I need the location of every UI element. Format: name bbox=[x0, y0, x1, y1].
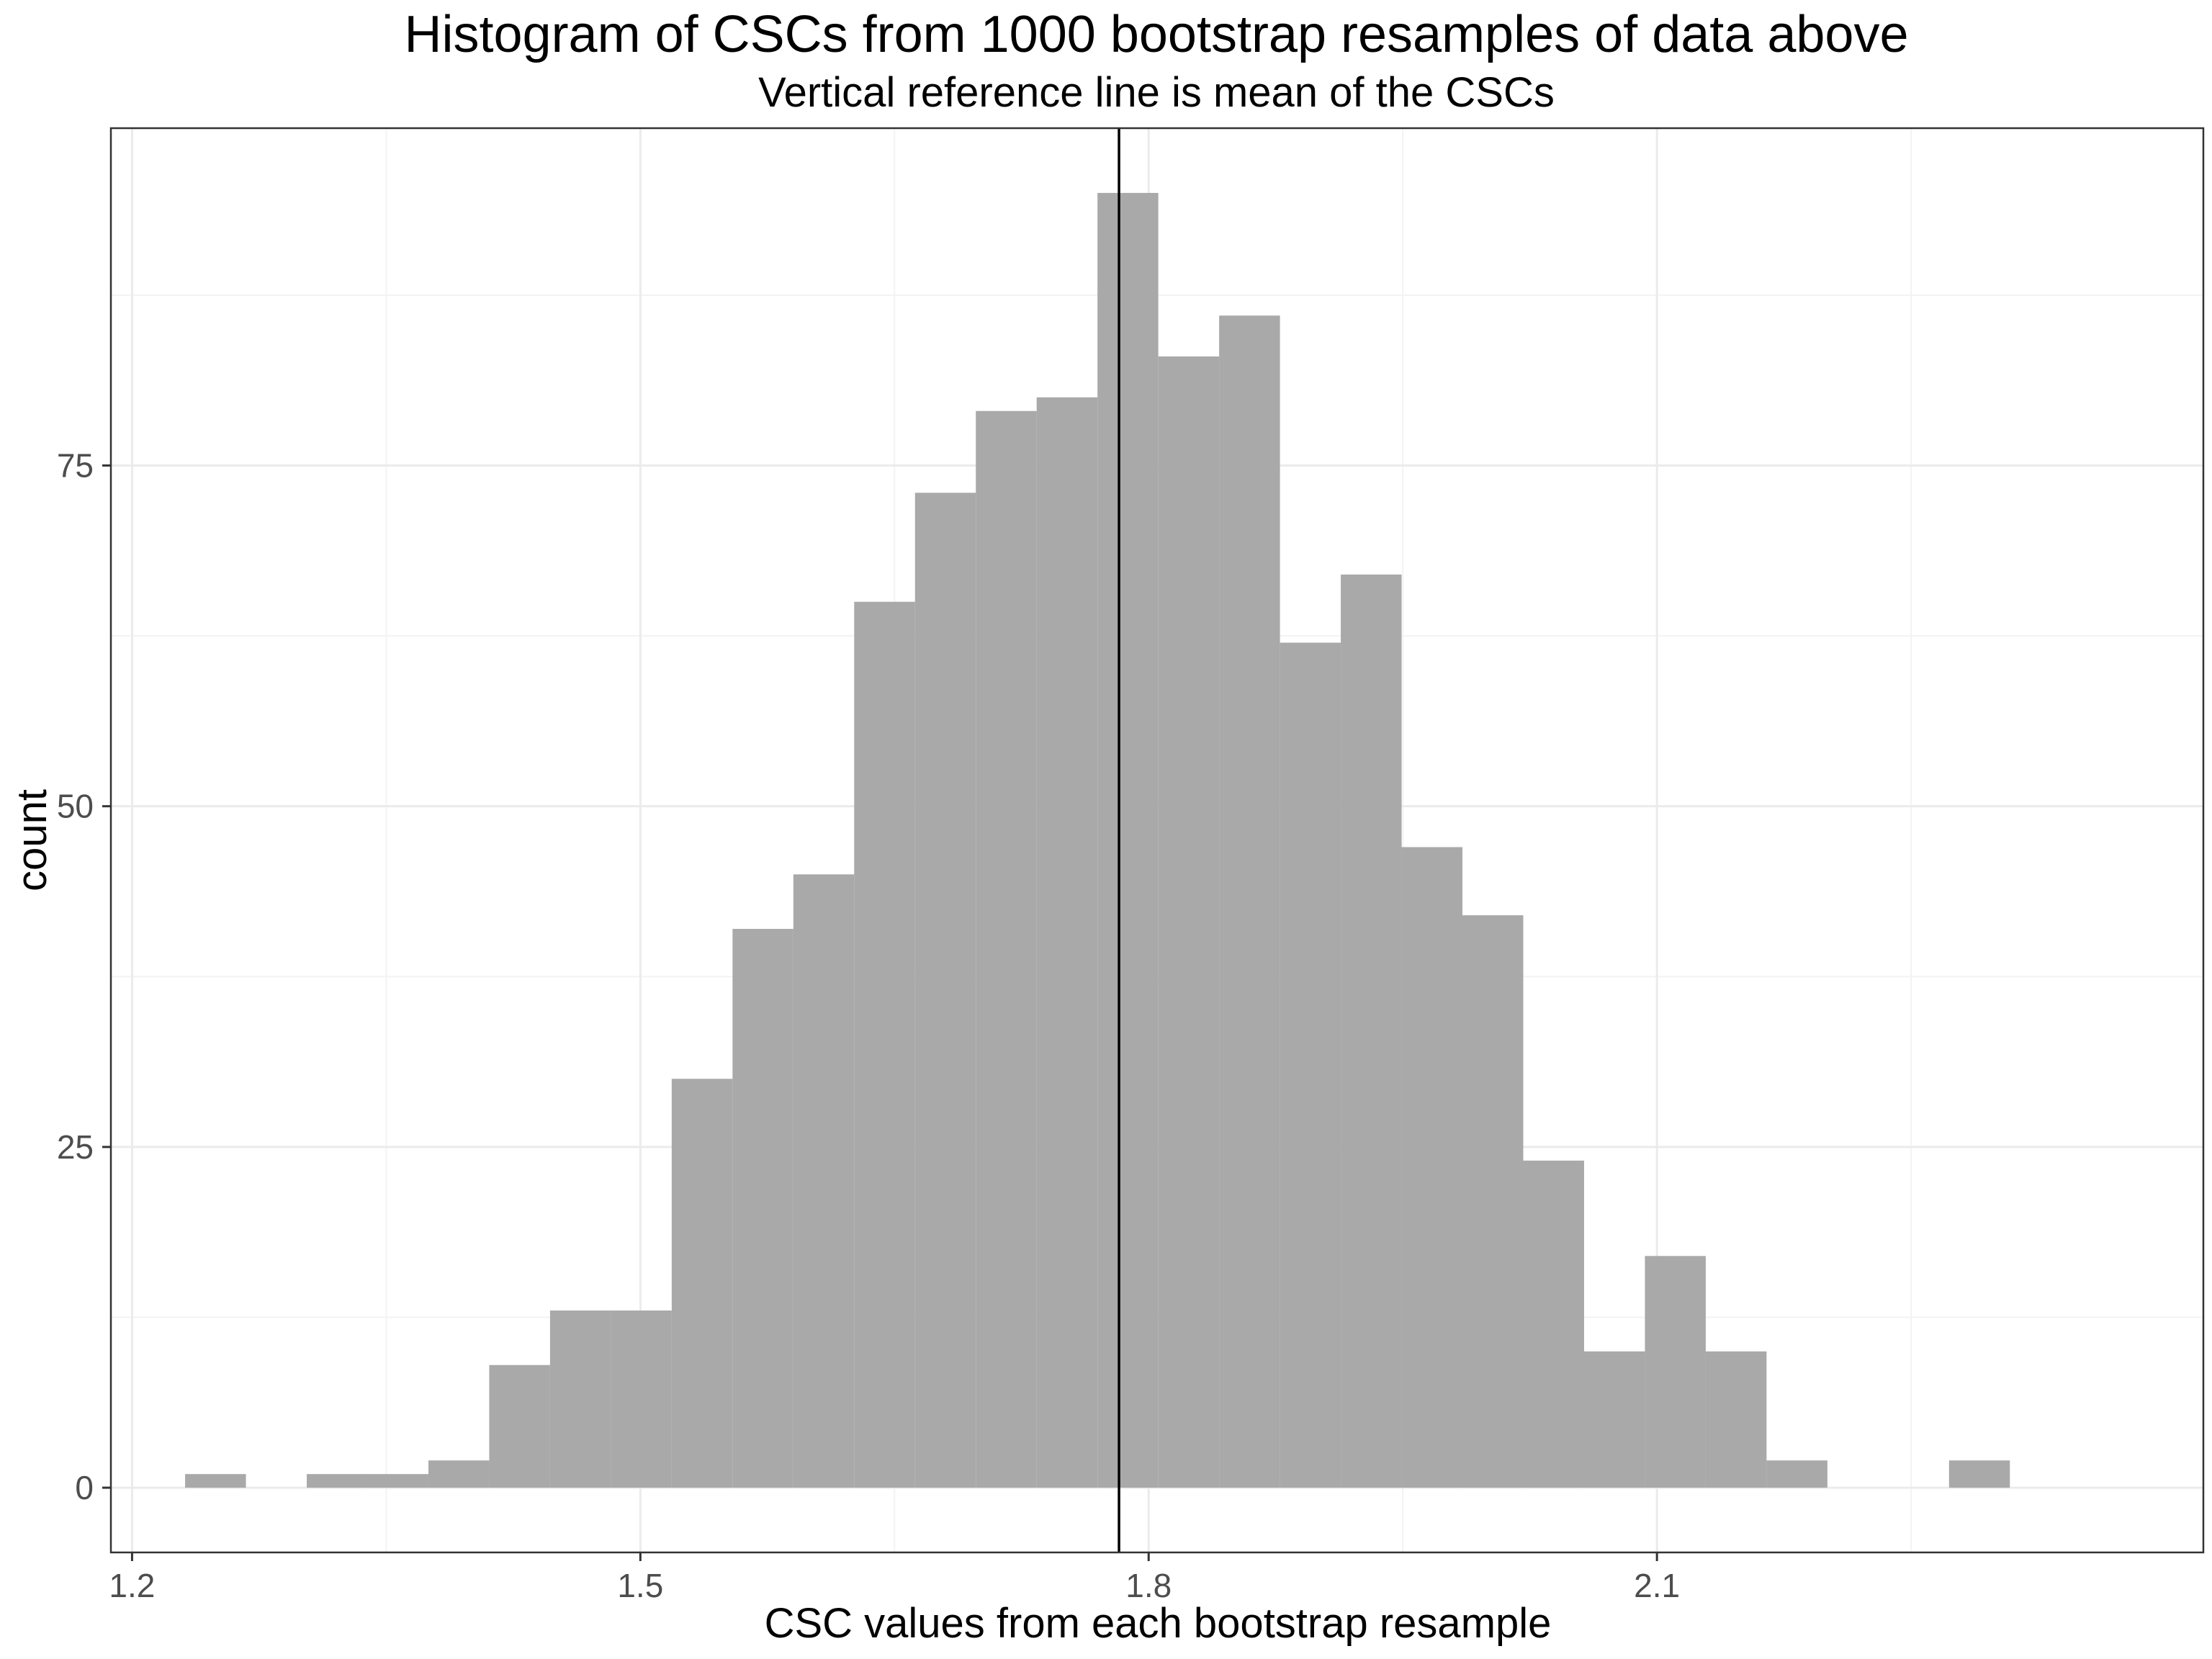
histogram-bar bbox=[185, 1474, 246, 1488]
x-tick-label: 2.1 bbox=[1634, 1567, 1680, 1604]
y-tick-label: 0 bbox=[75, 1469, 94, 1506]
y-axis-title: count bbox=[9, 789, 55, 891]
histogram-bar bbox=[976, 410, 1037, 1488]
histogram-bar bbox=[1766, 1460, 1827, 1488]
histogram-bar bbox=[549, 1310, 611, 1488]
histogram-bar bbox=[1097, 192, 1159, 1488]
plot-panel bbox=[109, 127, 2205, 1554]
panel-border bbox=[109, 127, 2205, 1554]
histogram-bar bbox=[1280, 642, 1341, 1488]
y-tick-label: 25 bbox=[57, 1128, 94, 1166]
histogram-bars bbox=[185, 192, 2010, 1488]
histogram-bar bbox=[914, 493, 976, 1488]
histogram-bar bbox=[1401, 847, 1463, 1488]
histogram-bar bbox=[367, 1474, 428, 1488]
x-tick-label: 1.2 bbox=[109, 1567, 155, 1604]
x-axis: 1.2 1.5 1.8 2.1 bbox=[109, 1552, 1680, 1604]
histogram-bar bbox=[489, 1364, 550, 1488]
histogram-bar bbox=[1705, 1351, 1767, 1488]
chart-title: Histogram of CSCs from 1000 bootstrap re… bbox=[404, 6, 1908, 63]
histogram-bar bbox=[1036, 397, 1098, 1488]
histogram-bar bbox=[793, 874, 855, 1488]
x-tick-label: 1.5 bbox=[617, 1567, 663, 1604]
x-tick-label: 1.8 bbox=[1125, 1567, 1172, 1604]
histogram-bar bbox=[854, 601, 915, 1488]
histogram-bar bbox=[1158, 356, 1220, 1488]
histogram-bar bbox=[1341, 574, 1402, 1488]
histogram-bar bbox=[1219, 315, 1280, 1488]
histogram-bar bbox=[1583, 1351, 1645, 1488]
histogram-bar bbox=[307, 1474, 368, 1488]
y-tick-label: 75 bbox=[57, 446, 94, 484]
histogram-bar bbox=[611, 1310, 672, 1488]
histogram-bar bbox=[1523, 1160, 1584, 1488]
y-tick-label: 50 bbox=[57, 788, 94, 825]
histogram-bar bbox=[1948, 1460, 2010, 1488]
histogram-bar bbox=[1645, 1256, 1706, 1488]
chart-subtitle: Vertical reference line is mean of the C… bbox=[758, 69, 1555, 116]
histogram-bar bbox=[732, 929, 793, 1488]
histogram-bar bbox=[671, 1079, 733, 1488]
histogram-bar bbox=[1462, 915, 1524, 1488]
x-axis-title: CSC values from each bootstrap resample bbox=[765, 1600, 1552, 1647]
histogram-bar bbox=[428, 1460, 490, 1488]
y-axis: 0 25 50 75 bbox=[57, 446, 111, 1506]
